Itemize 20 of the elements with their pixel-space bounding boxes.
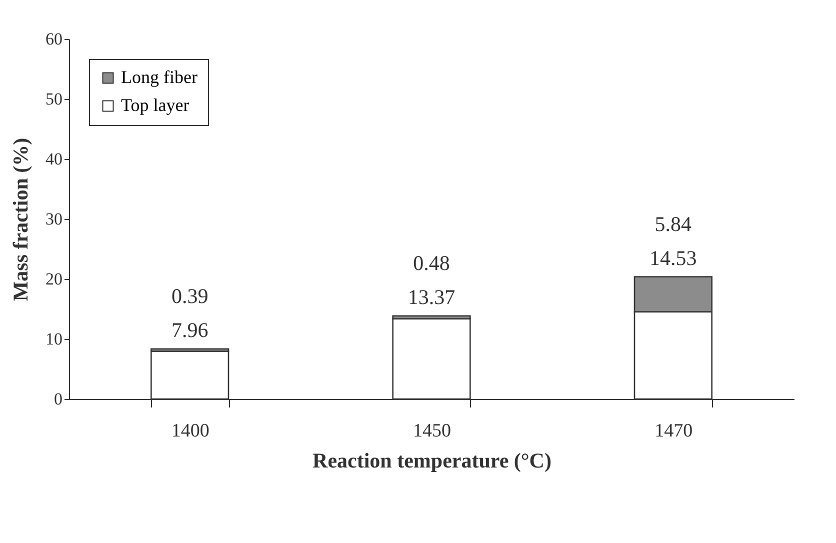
x-tick-label: 1470 — [654, 420, 693, 442]
y-tick-label: 60 — [46, 30, 62, 48]
y-tick-label: 0 — [54, 390, 62, 408]
y-tick-label: 30 — [46, 210, 62, 228]
x-tick-label: 1400 — [171, 420, 210, 442]
y-tick-label: 40 — [46, 150, 62, 168]
data-label: 13.37 — [408, 284, 456, 309]
y-tick-label: 10 — [46, 330, 62, 348]
y-axis-title: Mass fraction (%) — [8, 138, 32, 302]
data-label: 14.53 — [650, 246, 697, 270]
data-label: 0.48 — [413, 250, 450, 275]
y-tick-label: 50 — [46, 90, 62, 108]
legend-label: Top layer — [121, 95, 190, 115]
data-label: 5.84 — [654, 212, 692, 236]
x-tick-label: 1450 — [413, 420, 451, 442]
x-axis-title: Reaction temperature (°C) — [312, 448, 552, 472]
data-label: 7.96 — [171, 318, 208, 342]
y-tick-label: 20 — [46, 270, 62, 288]
legend-label: Long fiber — [121, 67, 198, 87]
data-label: 0.39 — [171, 284, 208, 308]
